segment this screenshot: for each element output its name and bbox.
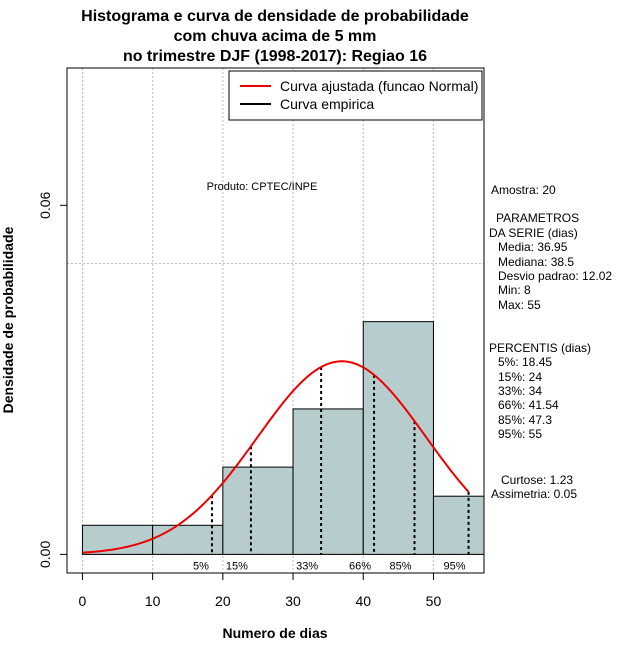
x-tick-label-30: 30: [285, 593, 301, 609]
chart-title-line-2: com chuva acima de 5 mm: [174, 28, 377, 45]
x-tick-label-40: 40: [355, 593, 371, 609]
percentil-33: 33%: 34: [498, 384, 542, 398]
percentile-markers: 5% 15% 33% 66% 85% 95%: [193, 367, 470, 572]
y-axis: 0.00 0.06: [37, 191, 68, 568]
x-tick-label-20: 20: [215, 593, 231, 609]
param-min: Min: 8: [498, 283, 531, 297]
x-tick-label-50: 50: [426, 593, 442, 609]
legend: Curva ajustada (funcao Normal) Curva emp…: [228, 70, 483, 121]
x-axis: 0 10 20 30 40 50: [79, 572, 442, 609]
percentil-95: 95%: 55: [498, 427, 542, 441]
percentile-label-3: 33%: [296, 560, 318, 572]
histogram-bars: [81, 321, 485, 555]
histogram-bar-1: [81, 524, 154, 555]
param-sd: Desvio padrao: 12.02: [498, 269, 612, 283]
param-mean: Media: 36.95: [498, 240, 568, 254]
normal-curve: [82, 360, 470, 554]
chart-title-line-1: Histograma e curva de densidade de proba…: [81, 8, 469, 25]
kurtosis: Curtose: 1.23: [501, 473, 573, 487]
params-title-1: PARAMETROS: [496, 211, 579, 225]
percentil-5: 5%: 18.45: [498, 355, 552, 369]
histogram-bar-6: [432, 495, 485, 555]
percentil-66: 66%: 41.54: [498, 398, 559, 412]
side-panel: Amostra: 20 PARAMETROS DA SERIE (dias) M…: [489, 183, 612, 501]
percentis-title: PERCENTIS (dias): [489, 341, 591, 355]
x-tick-label-0: 0: [79, 593, 87, 609]
legend-box: [228, 70, 483, 121]
percentile-label-6: 95%: [444, 560, 466, 572]
chart-title-line-3: no trimestre DJF (1998-2017): Regiao 16: [123, 48, 427, 65]
params-title-2: DA SERIE (dias): [489, 226, 578, 240]
skewness: Assimetria: 0.05: [491, 487, 577, 501]
sample-size: Amostra: 20: [491, 183, 556, 197]
percentil-15: 15%: 24: [498, 370, 542, 384]
grid-lines: [67, 68, 484, 573]
percentile-label-5: 85%: [389, 560, 411, 572]
y-tick-label-0: 0.00: [37, 541, 53, 568]
param-median: Mediana: 38.5: [498, 255, 574, 269]
histogram-bar-3: [222, 466, 294, 555]
legend-label-empirical: Curva empirica: [280, 96, 374, 112]
legend-label-normal: Curva ajustada (funcao Normal): [280, 78, 478, 94]
param-max: Max: 55: [498, 298, 541, 312]
y-axis-title: Densidade de probabilidade: [0, 226, 16, 413]
percentile-label-4: 66%: [349, 560, 371, 572]
y-tick-label-1: 0.06: [37, 191, 53, 218]
x-tick-label-10: 10: [145, 593, 161, 609]
percentil-85: 85%: 47.3: [498, 413, 552, 427]
density-curves: [82, 360, 470, 554]
percentile-label-2: 15%: [226, 560, 248, 572]
product-annotation: Produto: CPTEC/INPE: [207, 181, 318, 193]
percentile-label-1: 5%: [193, 560, 209, 572]
x-axis-title: Numero de dias: [222, 625, 327, 641]
histogram-bar-4: [292, 408, 364, 555]
